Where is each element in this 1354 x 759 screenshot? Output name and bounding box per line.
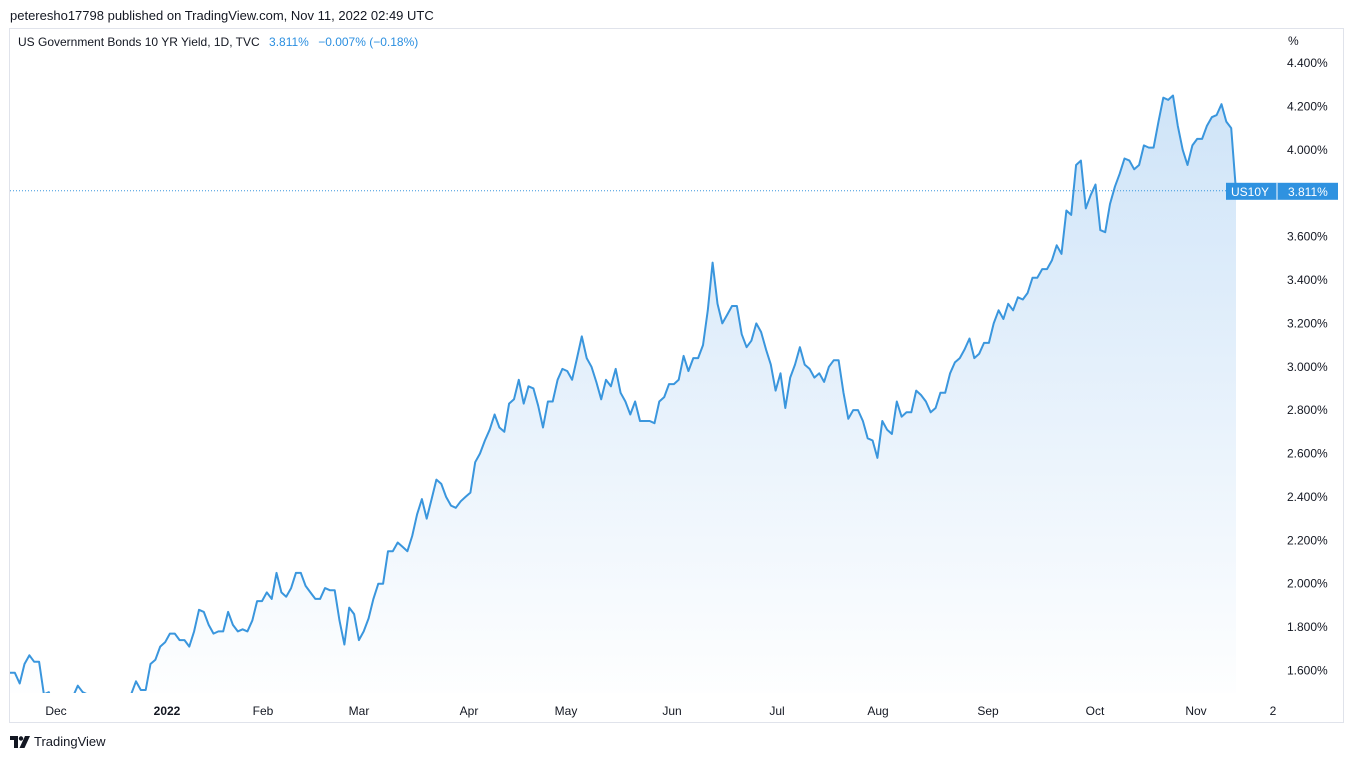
x-tick-label: Jul — [769, 704, 784, 718]
brand-name: TradingView — [34, 734, 106, 749]
y-tick-label: 2.200% — [1287, 533, 1328, 547]
publish-info: peteresho17798 published on TradingView.… — [10, 8, 434, 23]
legend-symbol[interactable]: US Government Bonds 10 YR Yield, 1D, TVC — [18, 35, 260, 49]
y-tick-label: 3.200% — [1287, 316, 1328, 330]
x-tick-label: 2022 — [154, 704, 181, 718]
chart-frame — [9, 28, 1344, 723]
y-tick-label: 1.800% — [1287, 620, 1328, 634]
legend-value: 3.811% — [269, 35, 309, 49]
legend-change: −0.007% (−0.18%) — [318, 35, 419, 49]
x-tick-label: Apr — [460, 704, 479, 718]
x-tick-label: Feb — [253, 704, 274, 718]
x-tick-label: Aug — [867, 704, 888, 718]
y-tick-label: 3.400% — [1287, 273, 1328, 287]
y-tick-label: 2.000% — [1287, 577, 1328, 591]
y-tick-label: 3.600% — [1287, 230, 1328, 244]
x-tick-label: Jun — [662, 704, 681, 718]
price-label-value: 3.811% — [1288, 185, 1328, 199]
x-tick-label: Dec — [45, 704, 66, 718]
chart-legend[interactable]: US Government Bonds 10 YR Yield, 1D, TVC… — [18, 35, 418, 49]
y-tick-label: 2.600% — [1287, 447, 1328, 461]
y-tick-label: 2.400% — [1287, 490, 1328, 504]
y-tick-label: 3.000% — [1287, 360, 1328, 374]
price-label-ticker: US10Y — [1231, 185, 1269, 199]
y-tick-label: 4.200% — [1287, 99, 1328, 113]
x-tick-label: Mar — [349, 704, 370, 718]
x-tick-label: 2 — [1270, 704, 1277, 718]
y-tick-label: 2.800% — [1287, 403, 1328, 417]
tradingview-logo-icon — [10, 735, 30, 748]
axis-unit: % — [1288, 34, 1299, 48]
x-tick-label: Sep — [977, 704, 999, 718]
y-tick-label: 4.400% — [1287, 56, 1328, 70]
series-line[interactable] — [10, 94, 1237, 712]
series-area — [10, 95, 1236, 693]
y-tick-label: 1.600% — [1287, 664, 1328, 678]
x-tick-label: Oct — [1086, 704, 1105, 718]
x-tick-label: May — [555, 704, 578, 718]
price-label: US10Y 3.811% — [1226, 182, 1338, 200]
y-tick-label: 4.000% — [1287, 143, 1328, 157]
tradingview-brand[interactable]: TradingView — [10, 734, 106, 749]
x-tick-label: Nov — [1185, 704, 1206, 718]
